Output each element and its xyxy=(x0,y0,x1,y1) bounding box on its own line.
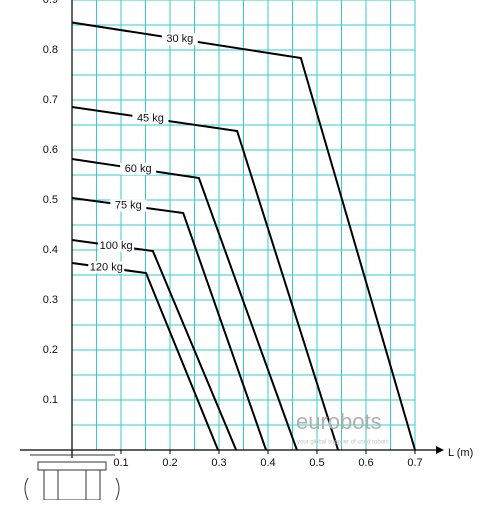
series-label: 120 kg xyxy=(90,262,123,274)
label-bg xyxy=(110,199,147,212)
y-tick-label: 0.9 xyxy=(43,0,58,6)
x-tick-label: 0.4 xyxy=(260,457,275,469)
x-tick-label: 0.2 xyxy=(162,457,177,469)
y-tick-label: 0.3 xyxy=(43,294,58,306)
y-tick-label: 0.4 xyxy=(43,244,58,256)
x-tick-label: 0.5 xyxy=(309,457,324,469)
series-label: 75 kg xyxy=(115,200,142,212)
watermark: eurobots xyxy=(296,409,382,434)
label-bg xyxy=(98,240,135,252)
series-label: 30 kg xyxy=(166,33,193,45)
x-tick-label: 0.7 xyxy=(407,457,422,469)
y-tick-label: 0.2 xyxy=(43,344,58,356)
series-label: 60 kg xyxy=(125,163,152,175)
watermark-tagline: your global supplier of used robots xyxy=(297,440,389,446)
y-tick-label: 0.7 xyxy=(43,94,58,106)
y-tick-label: 0.5 xyxy=(43,194,58,206)
label-bg xyxy=(161,33,198,46)
x-axis-label: L (m) xyxy=(448,447,473,459)
label-bg xyxy=(120,162,157,175)
load-curve xyxy=(71,197,267,451)
x-tick-label: 0.3 xyxy=(211,457,226,469)
y-tick-label: 0.1 xyxy=(43,394,58,406)
series-label: 45 kg xyxy=(137,112,164,124)
series-label: 100 kg xyxy=(100,240,133,252)
x-tick-label: 0.6 xyxy=(358,457,373,469)
load-curve xyxy=(71,106,340,451)
y-tick-label: 0.8 xyxy=(43,44,58,56)
load-curve xyxy=(71,158,298,451)
x-tick-label: 0.1 xyxy=(113,457,128,469)
y-tick-label: 0.6 xyxy=(43,144,58,156)
plot: 0.1 0.2 0.3 0.4 0.5 0.6 0.7 0.1 0.2 0.3 0.4 0.5 0.6 0… xyxy=(20,0,444,469)
label-bg xyxy=(88,261,125,274)
label-bg xyxy=(132,112,169,125)
x-axis-arrow xyxy=(436,446,444,454)
robot-sketch xyxy=(24,454,120,501)
load-curve xyxy=(71,21,416,451)
